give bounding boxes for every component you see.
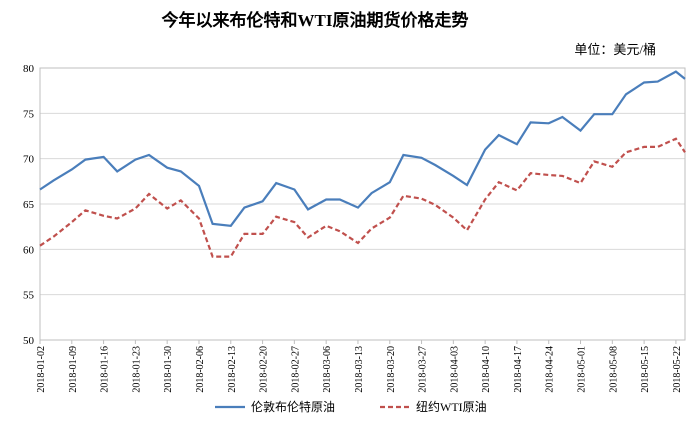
y-tick-label: 80 — [23, 63, 35, 75]
y-tick-label: 70 — [23, 154, 35, 166]
x-tick-label: 2018-05-01 — [577, 346, 588, 393]
y-tick-label: 60 — [23, 244, 35, 256]
series-line — [39, 70, 686, 227]
y-tick-label: 75 — [23, 108, 35, 120]
x-tick-label: 2018-02-20 — [259, 346, 270, 393]
x-tick-label: 2018-04-17 — [513, 346, 524, 393]
x-tick-label: 2018-03-13 — [354, 346, 365, 393]
x-tick-label: 2018-02-13 — [227, 346, 238, 393]
x-tick-label: 2018-01-23 — [131, 346, 142, 393]
chart-title: 今年以来布伦特和WTI原油期货价格走势 — [162, 10, 469, 30]
plot-border — [39, 67, 686, 341]
x-tick-label: 2018-04-03 — [449, 346, 460, 393]
y-tick-label: 50 — [23, 335, 35, 347]
x-tick-label: 2018-01-09 — [68, 346, 79, 393]
x-tick-label: 2018-04-24 — [545, 346, 556, 393]
x-tick-label: 2018-03-27 — [418, 346, 429, 393]
x-tick-label: 2018-04-10 — [481, 346, 492, 393]
legend-label: 伦敦布伦特原油 — [251, 399, 335, 414]
x-tick-label: 2018-02-06 — [195, 346, 206, 393]
y-tick-label: 55 — [23, 290, 35, 302]
y-tick-label: 65 — [23, 199, 35, 211]
x-tick-label: 2018-03-06 — [322, 346, 333, 393]
unit-label: 单位：美元/桶 — [574, 42, 656, 57]
x-tick-label: 2018-02-27 — [290, 346, 301, 393]
x-tick-label: 2018-01-02 — [36, 346, 47, 393]
x-tick-label: 2018-01-16 — [100, 346, 111, 393]
series-line — [39, 137, 686, 258]
x-tick-label: 2018-05-22 — [672, 346, 683, 393]
x-tick-label: 2018-05-08 — [608, 346, 619, 393]
x-tick-label: 2018-03-20 — [386, 346, 397, 393]
x-tick-label: 2018-05-15 — [640, 346, 651, 393]
x-tick-label: 2018-01-30 — [163, 346, 174, 393]
legend-label: 纽约WTI原油 — [416, 399, 487, 414]
